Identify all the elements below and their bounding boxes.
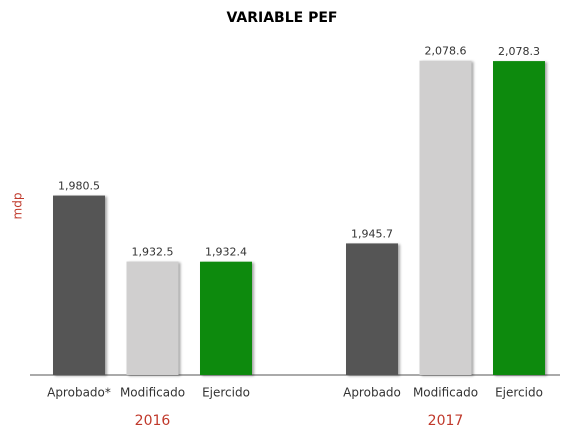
bar: [346, 243, 398, 375]
value-label: 1,945.7: [351, 227, 393, 240]
x-tick-label: Ejercido: [495, 386, 543, 400]
x-tick-label: Ejercido: [202, 386, 250, 400]
group-label: 2016: [135, 413, 171, 429]
y-axis-label: mdp: [11, 193, 25, 220]
value-label: 1,980.5: [58, 180, 100, 193]
x-tick-label: Modificado: [120, 386, 185, 400]
x-tick-label: Aprobado*: [47, 386, 111, 400]
bar: [493, 61, 545, 376]
value-label: 2,078.3: [498, 45, 540, 58]
value-label: 1,932.5: [132, 246, 174, 259]
x-tick-label: Aprobado: [343, 386, 401, 400]
bar: [419, 60, 472, 376]
bar: [200, 261, 252, 375]
value-label: 1,932.4: [205, 246, 247, 259]
bar: [53, 195, 105, 375]
group-label: 2017: [428, 413, 464, 429]
bar: [126, 261, 179, 375]
chart-title: VARIABLE PEF: [227, 10, 338, 26]
x-tick-label: Modificado: [413, 386, 478, 400]
value-label: 2,078.6: [425, 45, 467, 58]
